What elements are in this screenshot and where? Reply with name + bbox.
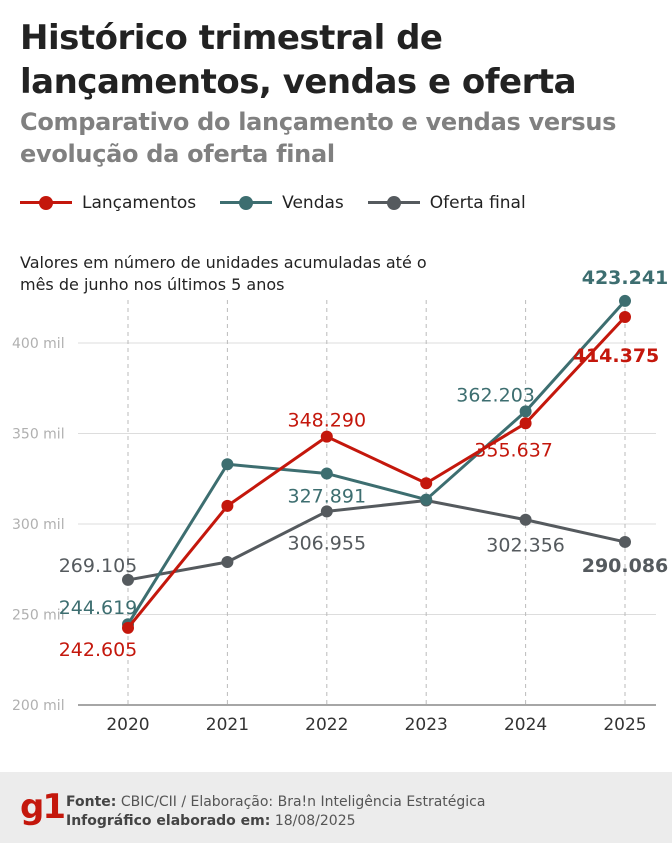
point-0-2	[320, 505, 333, 518]
x-tick-label-2024: 2024	[504, 715, 547, 735]
data-label-2-2: 348.290	[288, 410, 367, 432]
point-1-2	[320, 467, 333, 480]
point-1-3	[420, 493, 433, 506]
series-line-1	[126, 299, 627, 626]
point-1-1	[221, 458, 234, 471]
legend: Lançamentos Vendas Oferta final	[20, 193, 550, 213]
series-line-0	[127, 498, 626, 582]
legend-item-oferta-final: Oferta final	[367, 193, 526, 213]
chart-title: Histórico trimestral de lançamentos, ven…	[20, 18, 577, 102]
x-tick-label-2022: 2022	[305, 715, 348, 735]
data-label-2-0: 242.605	[59, 639, 138, 661]
source-label: Fonte:	[66, 794, 117, 810]
y-tick-label: 350 mil	[12, 427, 65, 443]
y-tick-label: 400 mil	[12, 336, 65, 352]
point-2-2	[320, 430, 333, 443]
x-tick-label-2020: 2020	[106, 715, 149, 735]
legend-item-lancamentos: Lançamentos	[20, 193, 196, 213]
date-text: 18/08/2025	[274, 813, 356, 829]
chart-subtitle: Comparativo do lançamento e vendas versu…	[20, 108, 617, 168]
date-label: Infográfico elaborado em:	[66, 813, 271, 829]
point-2-4	[519, 417, 532, 430]
data-label-2-4: 355.637	[474, 439, 553, 461]
data-label-0-5: 290.086	[582, 555, 669, 577]
g1-logo: g1	[20, 787, 66, 827]
footer: g1 Fonte: CBIC/CII / Elaboração: Bra!n I…	[0, 772, 672, 843]
point-2-1	[221, 499, 234, 512]
y-tick-label: 200 mil	[12, 698, 65, 714]
line-chart: 200 mil 250 mil 300 mil 350 mil 400 mil 2020 2…	[12, 267, 669, 735]
legend-item-vendas: Vendas	[220, 193, 344, 213]
source-text: CBIC/CII / Elaboração: Bra!n Inteligênci…	[120, 794, 486, 810]
legend-swatch-vendas	[220, 196, 273, 210]
point-0-5	[619, 535, 631, 548]
point-2-0	[122, 621, 134, 634]
point-2-3	[420, 477, 433, 490]
point-1-4	[519, 405, 532, 418]
point-1-5	[619, 294, 631, 307]
x-tick-label-2025: 2025	[603, 715, 646, 735]
data-label-0-4: 302.356	[486, 535, 565, 557]
x-tick-label-2023: 2023	[405, 715, 448, 735]
data-label-1-2: 327.891	[288, 486, 367, 508]
point-0-1	[221, 556, 234, 569]
date-line: Infográfico elaborado em: 18/08/2025	[66, 813, 356, 829]
legend-label-lancamentos: Lançamentos	[82, 193, 197, 213]
series-line-2	[126, 315, 627, 629]
point-2-5	[619, 310, 631, 323]
legend-swatch-lancamentos	[20, 196, 72, 210]
data-label-0-2: 306.955	[288, 532, 367, 554]
point-0-0	[122, 573, 134, 586]
data-label-2-5: 414.375	[573, 345, 660, 367]
legend-label-oferta-final: Oferta final	[429, 193, 526, 213]
source-line: Fonte: CBIC/CII / Elaboração: Bra!n Inte…	[66, 794, 485, 810]
chart-note: Valores em número de unidades acumuladas…	[20, 253, 427, 294]
data-label-1-4: 362.203	[456, 384, 535, 406]
x-tick-label-2021: 2021	[206, 715, 249, 735]
data-label-0-0: 269.105	[59, 555, 138, 577]
data-label-1-0: 244.619	[59, 597, 138, 619]
legend-swatch-oferta-final	[367, 196, 420, 210]
data-label-1-5: 423.241	[582, 267, 669, 289]
legend-label-vendas: Vendas	[282, 193, 344, 213]
point-0-4	[519, 513, 532, 526]
y-tick-label: 250 mil	[12, 608, 65, 624]
y-tick-label: 300 mil	[12, 517, 65, 533]
